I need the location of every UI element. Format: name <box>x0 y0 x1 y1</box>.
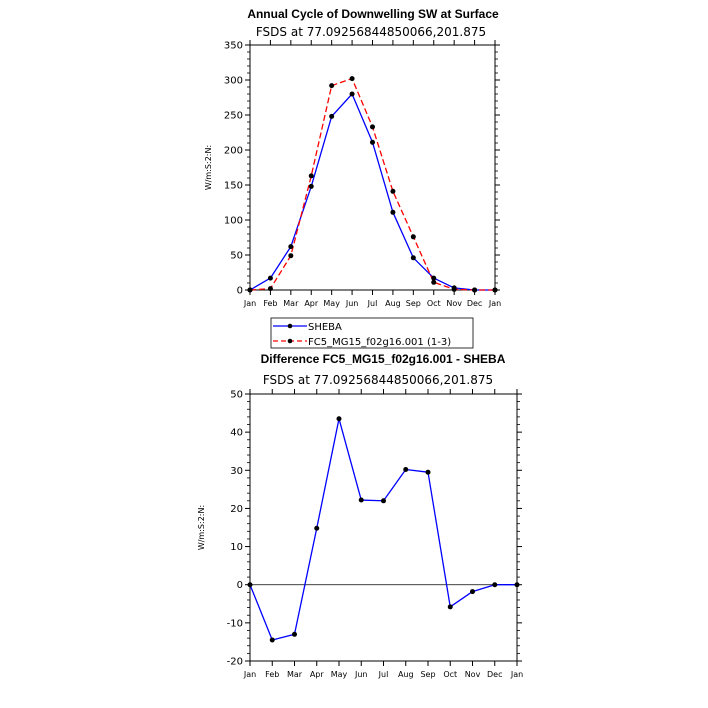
data-point-series-2 <box>472 287 478 293</box>
data-point-series-1 <box>447 604 453 610</box>
data-point-series-1 <box>329 113 335 119</box>
data-point-series-1 <box>269 637 275 643</box>
y-tick-label: -10 <box>227 618 243 629</box>
data-point-series-2 <box>308 173 314 179</box>
data-point-series-2 <box>370 124 375 130</box>
x-tick-label: Aug <box>398 670 414 679</box>
y-tick-label: 50 <box>230 251 243 262</box>
y-tick-label: 300 <box>224 76 243 87</box>
x-tick-label: Mar <box>287 670 303 679</box>
x-tick-label: Apr <box>310 670 325 679</box>
data-point-series-2 <box>492 287 498 293</box>
chart1-subtitle: FSDS at 77.09256844850066,201.875 <box>256 25 486 39</box>
x-tick-label: Feb <box>263 299 277 308</box>
data-point-series-1 <box>292 631 297 637</box>
y-tick-label: -20 <box>227 657 243 668</box>
data-point-series-1 <box>381 498 386 504</box>
data-point-series-2 <box>390 188 396 194</box>
data-point-series-1 <box>403 467 409 473</box>
chart1-title: Annual Cycle of Downwelling SW at Surfac… <box>247 7 499 21</box>
legend-marker-model <box>287 338 293 344</box>
x-tick-label: Sep <box>406 299 421 308</box>
data-point-series-1 <box>514 582 520 588</box>
y-tick-label: 350 <box>224 41 243 52</box>
y-tick-label: 30 <box>230 466 243 477</box>
data-point-series-2 <box>267 286 273 292</box>
x-tick-label: Jul <box>367 299 378 308</box>
data-point-series-2 <box>431 279 437 285</box>
series-line-2 <box>249 77 495 291</box>
x-tick-label: Sep <box>420 670 435 679</box>
x-tick-label: Oct <box>427 299 441 308</box>
x-tick-label: Apr <box>304 299 319 308</box>
x-tick-label: Nov <box>446 299 462 308</box>
y-tick-label: 0 <box>237 286 243 297</box>
y-tick-label: 50 <box>230 390 243 401</box>
chart-difference: Difference FC5_MG15_f02g16.001 - SHEBA F… <box>197 352 523 679</box>
y-tick-label: 0 <box>237 580 243 591</box>
data-point-series-1 <box>308 183 314 189</box>
series-line-1 <box>249 93 495 291</box>
data-point-series-2 <box>288 253 294 259</box>
x-tick-label: Mar <box>283 299 299 308</box>
data-point-series-2 <box>247 287 253 293</box>
chart2-plot-frame <box>249 393 518 662</box>
data-point-series-2 <box>329 83 335 89</box>
chart-annual-cycle: Annual Cycle of Downwelling SW at Surfac… <box>204 7 501 349</box>
data-point-series-1 <box>358 497 364 503</box>
series-line-1 <box>249 418 517 641</box>
data-point-series-1 <box>247 582 253 588</box>
data-point-series-1 <box>288 244 294 250</box>
y-tick-label: 20 <box>230 504 243 515</box>
data-point-series-2 <box>349 76 355 82</box>
y-tick-label: 100 <box>224 216 243 227</box>
data-point-series-2 <box>410 234 416 240</box>
x-tick-label: May <box>323 299 340 308</box>
data-point-series-1 <box>349 91 355 97</box>
x-tick-label: Dec <box>487 670 502 679</box>
x-tick-label: Nov <box>465 670 481 679</box>
legend-frame <box>270 317 474 349</box>
data-point-series-1 <box>314 525 320 531</box>
y-tick-label: 250 <box>224 111 243 122</box>
legend-label-sheba: SHEBA <box>308 322 342 333</box>
data-point-series-1 <box>425 469 431 475</box>
legend-marker-sheba <box>287 323 293 329</box>
data-point-series-1 <box>410 255 416 261</box>
data-point-series-1 <box>336 416 342 422</box>
x-tick-label: Jan <box>510 670 523 679</box>
y-tick-label: 200 <box>224 146 243 157</box>
chart2-title: Difference FC5_MG15_f02g16.001 - SHEBA <box>261 352 506 366</box>
x-tick-label: Jun <box>354 670 368 679</box>
chart2-y-axis-label: W/m:S:2:N: <box>197 505 206 550</box>
data-point-series-1 <box>267 275 273 281</box>
data-point-series-2 <box>451 286 457 292</box>
x-tick-label: Oct <box>443 670 457 679</box>
data-point-series-1 <box>390 209 396 215</box>
chart1-y-axis-label: W/m:S:2:N: <box>204 145 213 190</box>
x-tick-label: Feb <box>265 670 279 679</box>
x-tick-label: Jan <box>243 670 256 679</box>
y-tick-label: 40 <box>230 428 243 439</box>
data-point-series-1 <box>470 589 475 595</box>
data-point-series-1 <box>492 582 498 588</box>
x-tick-label: May <box>331 670 348 679</box>
x-tick-label: Aug <box>385 299 401 308</box>
data-point-series-1 <box>370 139 375 145</box>
legend-label-model: FC5_MG15_f02g16.001 (1-3) <box>308 337 451 348</box>
chart1-legend: SHEBA FC5_MG15_f02g16.001 (1-3) <box>270 317 474 349</box>
x-tick-label: Jun <box>345 299 359 308</box>
x-tick-label: Dec <box>467 299 482 308</box>
x-tick-label: Jan <box>488 299 501 308</box>
y-tick-label: 150 <box>224 181 243 192</box>
data-point-series-1 <box>431 275 437 281</box>
chart2-subtitle: FSDS at 77.09256844850066,201.875 <box>263 373 493 387</box>
y-tick-label: 10 <box>230 542 243 553</box>
x-tick-label: Jul <box>378 670 389 679</box>
x-tick-label: Jan <box>243 299 256 308</box>
